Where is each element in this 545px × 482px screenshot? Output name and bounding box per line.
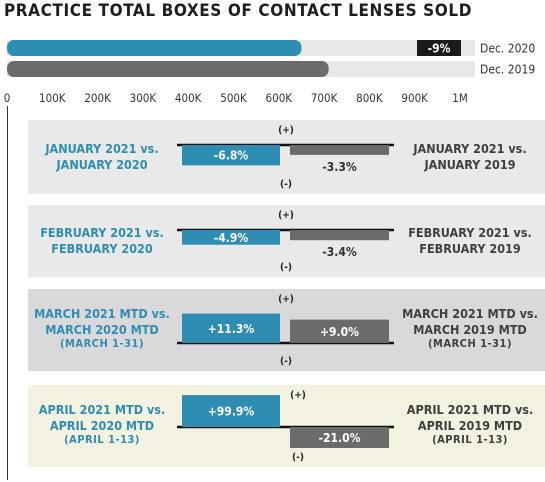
panel-label-line: MARCH 2019 MTD — [413, 321, 527, 337]
top-bar-chart: Dec. 2020 Dec. 2019 -9% 0 100K 200K 300K 400K 50… — [4, 40, 535, 105]
comparison-panel: MARCH 2021 MTD vs. MARCH 2020 MTD (MARCH 1… — [28, 289, 545, 371]
minus-label: (-) — [280, 179, 292, 190]
panel-sublabel: (MARCH 1-31) — [428, 337, 512, 351]
panel-label-line: MARCH 2020 MTD — [45, 321, 159, 337]
bar-dec-2020 — [7, 40, 302, 56]
x-tick-label: 1M — [452, 91, 468, 105]
panel-label-line: JANUARY 2020 — [56, 156, 148, 172]
x-tick-label: 100K — [39, 91, 66, 105]
panel-label-right: APRIL 2021 MTD vs. APRIL 2019 MTD (APRIL 1… — [396, 402, 544, 447]
panel-label-line: APRIL 2021 MTD vs. — [406, 402, 534, 417]
value-label: +11.3% — [208, 322, 255, 336]
x-tick-label: 900K — [401, 91, 428, 105]
panel-label-right: MARCH 2021 MTD vs. MARCH 2019 MTD (MARCH 1… — [396, 306, 544, 351]
bar-dec-2019 — [7, 61, 329, 77]
x-tick-label: 600K — [266, 91, 293, 105]
axis-line — [7, 106, 8, 480]
panel-label-right: FEBRUARY 2021 vs. FEBRUARY 2019 — [396, 225, 544, 256]
x-tick-label: 700K — [311, 91, 338, 105]
panel-label-left: JANUARY 2021 vs. JANUARY 2020 — [28, 141, 176, 172]
change-label: -9% — [428, 42, 451, 56]
panel-label-left: MARCH 2021 MTD vs. MARCH 2020 MTD (MARCH 1… — [28, 306, 176, 351]
bar-vs-2020 — [182, 395, 280, 427]
x-tick-label: 0 — [4, 91, 11, 105]
bar-vs-2019 — [290, 319, 389, 343]
value-label: +99.9% — [208, 405, 255, 419]
plus-label: (+) — [278, 210, 294, 221]
legend-label: Dec. 2020 — [480, 42, 535, 56]
panel-sublabel: (MARCH 1-31) — [60, 337, 144, 351]
value-label: +9.0% — [320, 325, 359, 339]
minus-label: (-) — [280, 356, 292, 367]
legend-label: Dec. 2019 — [480, 63, 535, 77]
value-label: -3.3% — [322, 160, 357, 174]
panel-label-line: JANUARY 2021 vs. — [45, 141, 159, 156]
panel-bars: +99.9% -21.0% (+) (-) — [177, 390, 394, 463]
bar-vs-2019 — [290, 427, 389, 448]
panel-label-line: MARCH 2021 MTD vs. — [34, 306, 170, 321]
comparison-panel: FEBRUARY 2021 vs. FEBRUARY 2020 FEBRUARY 2… — [28, 205, 545, 277]
panel-label-line: FEBRUARY 2021 vs. — [40, 225, 164, 240]
bar-vs-2020 — [182, 145, 280, 166]
panel-label-line: MARCH 2021 MTD vs. — [402, 306, 538, 321]
panel-label-line: APRIL 2019 MTD — [417, 417, 523, 433]
panel-label-line: APRIL 2021 MTD vs. — [38, 402, 166, 417]
panel-label-left: FEBRUARY 2021 vs. FEBRUARY 2020 — [28, 225, 176, 256]
panel-label-line: APRIL 2020 MTD — [49, 417, 155, 433]
bar-vs-2019 — [290, 145, 389, 155]
panel-label-line: FEBRUARY 2021 vs. — [408, 225, 532, 240]
x-tick-label: 500K — [220, 91, 247, 105]
panel-label-line: JANUARY 2019 — [424, 156, 516, 172]
panel-bars: +11.3% +9.0% (+) (-) — [177, 294, 394, 367]
panel-sublabel: (APRIL 1-13) — [432, 433, 508, 447]
panel-label-line: FEBRUARY 2019 — [419, 240, 521, 256]
chart-title: PRACTICE TOTAL BOXES OF CONTACT LENSES S… — [4, 1, 473, 21]
x-tick-label: 400K — [175, 91, 202, 105]
value-label: -3.4% — [322, 245, 357, 259]
comparison-panel: JANUARY 2021 vs. JANUARY 2020 JANUARY 2021… — [28, 120, 545, 194]
change-badge — [417, 40, 461, 56]
plus-label: (+) — [290, 390, 306, 401]
panel-label-left: APRIL 2021 MTD vs. APRIL 2020 MTD (APRIL 1… — [28, 402, 176, 447]
x-tick-label: 800K — [356, 91, 383, 105]
panel-bars: -4.9% -3.4% (+) (-) — [177, 210, 394, 273]
bar-vs-2019 — [290, 230, 389, 241]
x-tick-label: 200K — [84, 91, 111, 105]
bar-vs-2020 — [182, 230, 280, 245]
value-label: -6.8% — [214, 149, 249, 163]
panel-label-line: FEBRUARY 2020 — [51, 240, 153, 256]
plus-label: (+) — [278, 125, 294, 136]
panel-label-line: JANUARY 2021 vs. — [413, 141, 527, 156]
x-tick-label: 300K — [130, 91, 157, 105]
panel-label-right: JANUARY 2021 vs. JANUARY 2019 — [396, 141, 544, 172]
value-label: -21.0% — [319, 431, 361, 445]
panel-sublabel: (APRIL 1-13) — [64, 433, 140, 447]
comparison-panel: APRIL 2021 MTD vs. APRIL 2020 MTD (APRIL 1… — [28, 385, 545, 467]
bar-vs-2020 — [182, 313, 280, 343]
panel-bars: -6.8% -3.3% (+) (-) — [177, 125, 394, 190]
minus-label: (-) — [280, 262, 292, 273]
minus-label: (-) — [292, 452, 304, 463]
plus-label: (+) — [278, 294, 294, 305]
value-label: -4.9% — [214, 231, 249, 245]
